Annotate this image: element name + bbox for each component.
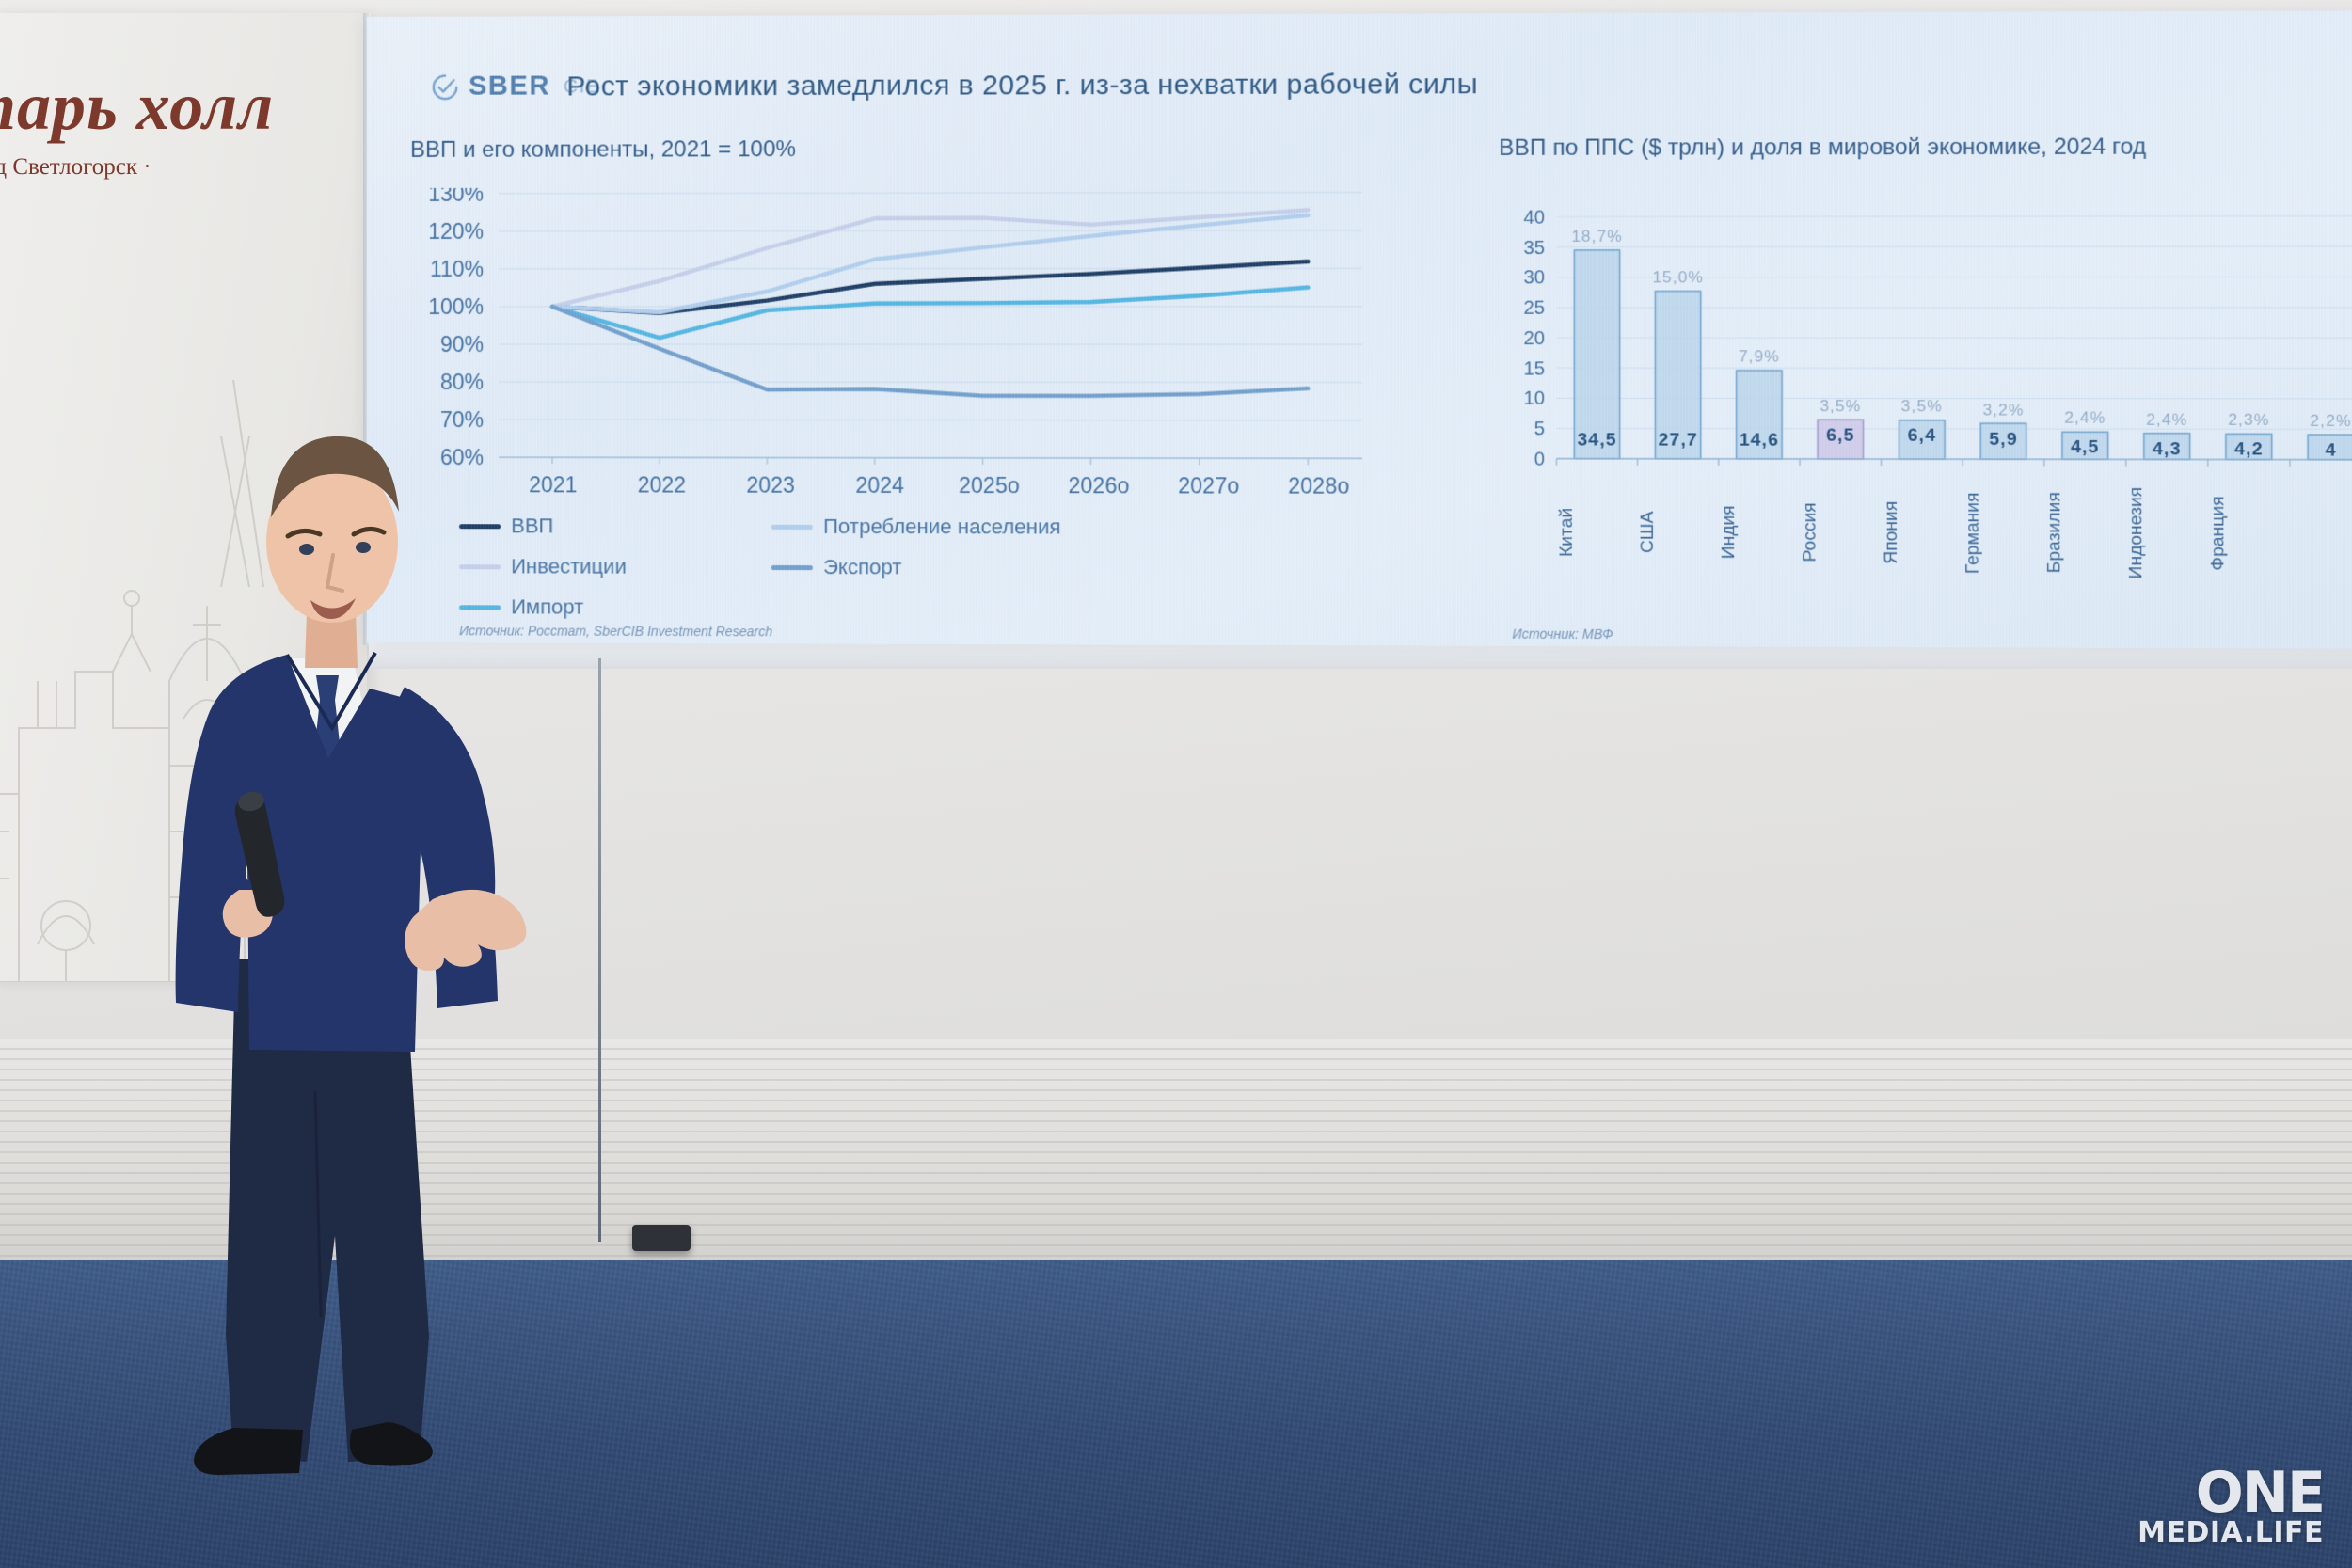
floor-power-box <box>632 1225 691 1251</box>
line-chart-x-tick: 2025о <box>959 472 1020 499</box>
svg-text:4,5: 4,5 <box>2071 437 2099 457</box>
svg-text:27,7: 27,7 <box>1659 430 1698 450</box>
svg-text:4,2: 4,2 <box>2234 439 2264 459</box>
watermark-logo: ONE MEDIA.LIFE <box>2137 1459 2326 1549</box>
legend-item-экспорт: Экспорт <box>771 555 1219 580</box>
projection-screen: SBER CIB Рост экономики замедлился в 202… <box>367 10 2352 649</box>
svg-text:4: 4 <box>2326 440 2337 460</box>
svg-text:70%: 70% <box>440 407 484 432</box>
svg-text:15,0%: 15,0% <box>1652 268 1704 286</box>
svg-text:7,9%: 7,9% <box>1739 348 1780 366</box>
presentation-slide: SBER CIB Рост экономики замедлился в 202… <box>367 10 2352 648</box>
bar-chart-category-label: Франция <box>2207 496 2229 571</box>
left-chart-panel: ВВП и его компоненты, 2021 = 100% 60% 70%… <box>410 135 1370 639</box>
svg-text:100%: 100% <box>428 294 484 319</box>
svg-text:25: 25 <box>1523 298 1545 319</box>
gdp-ppp-bar-chart: 0 5 10 15 20 25 30 35 40 18,7% 34,5 15,0% 27,7 7,9% 14… <box>1523 207 2352 470</box>
sbercib-logo: SBER CIB <box>431 71 601 102</box>
svg-text:90%: 90% <box>440 332 484 356</box>
bar-chart-category-label: Индонезия <box>2125 486 2147 579</box>
bar-chart-category-label: Россия <box>1800 502 1820 562</box>
legend-label: Потребление населения <box>823 514 1061 539</box>
svg-text:20: 20 <box>1523 328 1545 349</box>
svg-text:3,5%: 3,5% <box>1820 397 1861 415</box>
svg-text:130%: 130% <box>428 186 484 205</box>
line-chart-x-tick: 2024 <box>855 472 904 498</box>
brand-sber-text: SBER <box>469 71 550 102</box>
line-chart-x-tick: 2028о <box>1288 473 1350 499</box>
svg-text:2,3%: 2,3% <box>2228 411 2269 429</box>
svg-text:3,2%: 3,2% <box>1982 401 2024 419</box>
sber-circle-check-icon <box>432 73 458 100</box>
svg-text:110%: 110% <box>430 257 484 281</box>
projector-cable <box>598 658 601 1242</box>
venue-banner-subtitle: город Светлогорск · <box>0 154 151 180</box>
gdp-components-line-chart: 60% 70% 80% 90% 100% 110% 120% 130% <box>428 186 1370 467</box>
svg-text:2,4%: 2,4% <box>2146 410 2187 428</box>
svg-text:120%: 120% <box>428 219 484 244</box>
right-chart-source: Источник: МВФ <box>1512 626 1613 642</box>
bar-chart-category-label <box>2290 477 2352 590</box>
svg-text:5: 5 <box>1534 419 1545 439</box>
bar-chart-category-label: Германия <box>1963 492 1983 574</box>
venue-banner-title-text: нтарь холл <box>0 69 275 144</box>
presenter-person <box>175 436 527 1475</box>
svg-text:80%: 80% <box>440 370 484 394</box>
legend-label: Экспорт <box>823 555 902 579</box>
svg-text:6,4: 6,4 <box>1908 426 1936 446</box>
svg-text:30: 30 <box>1523 268 1545 289</box>
bar-chart-category-label: Индия <box>1718 505 1740 560</box>
right-chart-panel: ВВП по ППС ($ трлн) и доля в мировой эко… <box>1499 134 2352 641</box>
bar-chart-category-labels: Китай США Индия Россия Япония Германия Бразили… <box>1556 476 2352 591</box>
left-chart-subtitle: ВВП и его компоненты, 2021 = 100% <box>410 136 796 163</box>
svg-text:2,2%: 2,2% <box>2310 412 2351 430</box>
svg-text:40: 40 <box>1523 207 1545 228</box>
right-chart-subtitle: ВВП по ППС ($ трлн) и доля в мировой эко… <box>1499 134 2147 161</box>
legend-swatch-icon <box>771 524 813 530</box>
svg-text:14,6: 14,6 <box>1740 430 1779 450</box>
line-chart-x-tick: 2026о <box>1068 473 1130 499</box>
bar-chart-category-label: Китай <box>1556 507 1577 557</box>
svg-text:60%: 60% <box>440 445 484 467</box>
line-chart-x-axis-labels: 2021 2022 2023 2024 2025о 2026о 2027о 2028о <box>499 472 1374 499</box>
line-chart-x-tick: 2022 <box>637 472 687 498</box>
line-chart-x-tick: 2023 <box>746 472 795 498</box>
svg-text:4,3: 4,3 <box>2153 439 2181 459</box>
bar-chart-category-label: Бразилия <box>2043 492 2065 574</box>
svg-text:2,4%: 2,4% <box>2064 409 2106 427</box>
watermark-line1: ONE <box>2195 1459 2326 1526</box>
watermark-line2: MEDIA.LIFE <box>2137 1516 2324 1549</box>
legend-item-потребление-населения: Потребление населения <box>771 515 1219 540</box>
svg-text:5,9: 5,9 <box>1989 429 2017 449</box>
legend-swatch-icon <box>771 564 813 570</box>
svg-text:3,5%: 3,5% <box>1901 397 1943 415</box>
bar-chart-category-label: Япония <box>1881 500 1902 564</box>
svg-text:18,7%: 18,7% <box>1571 228 1622 245</box>
svg-text:34,5: 34,5 <box>1578 430 1617 450</box>
slide-title: Рост экономики замедлился в 2025 г. из-з… <box>566 68 1479 103</box>
line-chart-x-tick: 2027о <box>1178 473 1240 499</box>
svg-text:35: 35 <box>1523 238 1545 259</box>
svg-text:6,5: 6,5 <box>1826 425 1854 445</box>
bar-chart-category-label: США <box>1637 511 1659 553</box>
svg-text:15: 15 <box>1523 358 1545 379</box>
venue-banner-title: нтарь холл <box>0 68 339 146</box>
svg-text:0: 0 <box>1534 449 1545 469</box>
svg-text:10: 10 <box>1523 388 1545 409</box>
line-chart-legend: ВВП Потребление населения Инвестиции Экспор… <box>459 514 1218 621</box>
